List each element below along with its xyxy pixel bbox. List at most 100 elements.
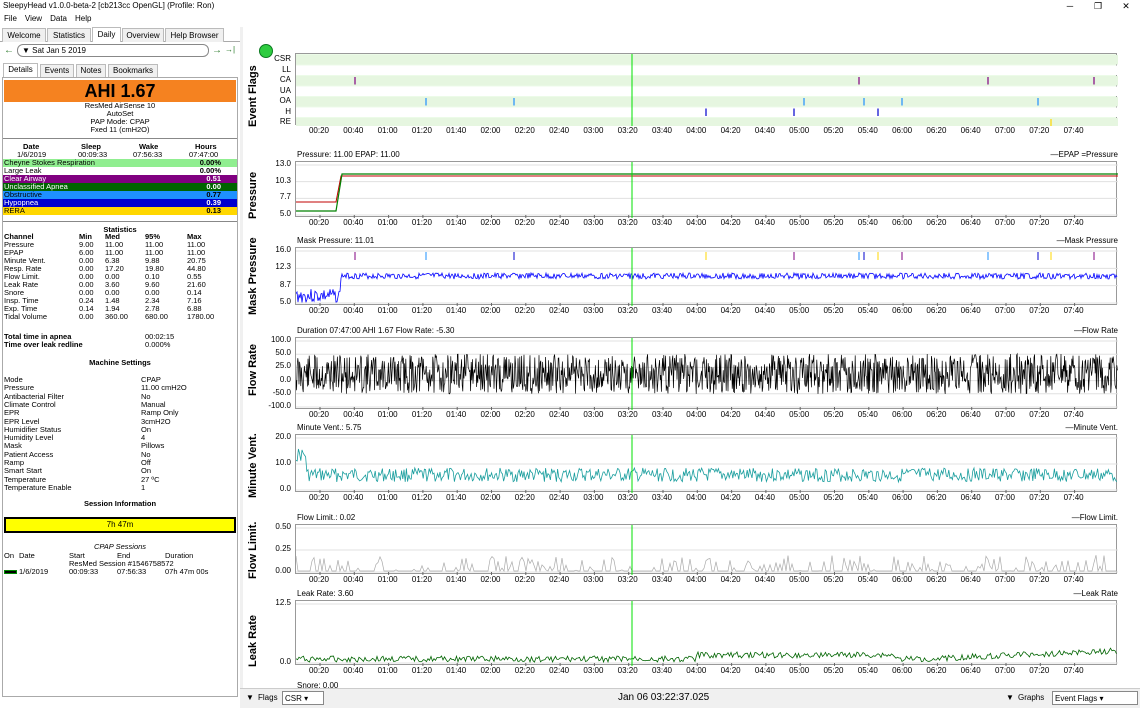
x-tick-label: 01:00 [377, 126, 398, 135]
close-icon[interactable]: ✕ [1122, 1, 1130, 11]
x-tick-label: 03:00 [583, 666, 604, 675]
details-panel[interactable]: AHI 1.67 ResMed AirSense 10 AutoSet PAP … [2, 77, 238, 697]
tab-notes[interactable]: Notes [76, 64, 106, 77]
mask-plot[interactable] [295, 247, 1118, 306]
session-row[interactable]: 1/6/2019 00:09:33 07:56:33 07h 47m 00s [3, 568, 237, 576]
menu-file[interactable]: File [4, 14, 17, 23]
event-row[interactable]: Obstructive 0.77 [3, 191, 237, 199]
machine-setting-row: Mode CPAP [4, 375, 161, 384]
flags-label[interactable]: Flags [258, 693, 278, 702]
jump-last-icon[interactable]: →| [225, 45, 236, 54]
flow-plot[interactable] [295, 337, 1118, 410]
x-tick-label: 06:40 [960, 410, 981, 419]
statistics-row: Flow Limit. 0.00 0.00 0.10 0.55 [4, 272, 202, 281]
flag-row-band [296, 65, 1118, 75]
tab-overview[interactable]: Overview [122, 28, 164, 42]
pressure-caption: Pressure: 11.00 EPAP: 11.00 [297, 150, 400, 159]
pin-icon[interactable] [259, 44, 273, 58]
x-tick-label: 07:20 [1029, 410, 1050, 419]
x-tick-label: 03:00 [583, 126, 604, 135]
x-tick-label: 03:00 [583, 218, 604, 227]
y-tick-label: 10.3 [275, 175, 291, 185]
tab-bookmarks[interactable]: Bookmarks [108, 64, 158, 77]
machine-setting-row: Temperature Enable 1 [4, 482, 146, 492]
x-tick-label: 07:00 [994, 493, 1016, 502]
y-tick-label: 12.3 [275, 262, 291, 272]
mask-graph[interactable]: Mask Pressure Mask Pressure: 11.01 —Mask P… [243, 236, 1140, 321]
event-flags-dropdown[interactable]: Event Flags ▾ [1052, 691, 1138, 705]
x-tick-label: 02:00 [480, 218, 501, 227]
leak-graph-label: Leak Rate [247, 615, 259, 667]
title-bar: SleepyHead v1.0.0-beta-2 [cb213cc OpenGL… [0, 0, 1140, 13]
menu-data[interactable]: Data [50, 14, 67, 23]
pressure-graph[interactable]: Pressure Pressure: 11.00 EPAP: 11.00 —EPAP… [243, 150, 1140, 235]
x-tick-label: 01:20 [411, 306, 432, 315]
x-tick-label: 02:20 [514, 493, 535, 502]
x-tick-label: 03:20 [617, 493, 638, 502]
back-arrow-icon[interactable]: ← [4, 45, 14, 56]
x-tick-label: 02:20 [514, 575, 535, 584]
session-duration-bar[interactable]: 7h 47m [4, 517, 236, 533]
event-flags-graph[interactable]: Event Flags CSR LL CA UA OA H RE 00:20 00:40 01:00… [243, 43, 1140, 135]
leak-caption: Leak Rate: 3.60 [297, 589, 354, 598]
panel-splitter[interactable] [240, 27, 243, 695]
event-row[interactable]: Cheyne Stokes Respiration 0.00% [3, 159, 237, 167]
leak-rate-line [296, 647, 1117, 664]
x-tick-label: 03:20 [617, 126, 638, 135]
tab-welcome[interactable]: Welcome [2, 28, 46, 42]
event-row[interactable]: Clear Airway 0.51 [3, 175, 237, 183]
x-tick-label: 03:00 [583, 493, 604, 502]
minvent-graph[interactable]: Minute Vent. Minute Vent.: 5.75 —Minute Ve… [243, 423, 1140, 508]
x-tick-label: 02:20 [514, 218, 535, 227]
leak-legend: —Leak Rate [1073, 589, 1118, 598]
graphs-toggle-icon[interactable]: ▼ [1006, 693, 1014, 702]
graph-area[interactable]: Event Flags CSR LL CA UA OA H RE 00:20 00:40 01:00… [243, 43, 1140, 688]
x-tick-label: 02:00 [480, 575, 501, 584]
x-tick-label: 00:20 [308, 218, 330, 227]
x-tick-label: 06:20 [926, 493, 947, 502]
x-tick-label: 07:20 [1029, 306, 1050, 315]
x-tick-label: 03:40 [651, 666, 673, 675]
tab-events[interactable]: Events [40, 64, 74, 77]
menu-help[interactable]: Help [75, 14, 92, 23]
event-flags-plot[interactable] [295, 53, 1118, 126]
divider [3, 221, 237, 222]
flowlim-graph[interactable]: Flow Limit. Flow Limit.: 0.02 —Flow Limit.… [243, 513, 1140, 588]
leak-graph[interactable]: Leak Rate Leak Rate: 3.60 —Leak Rate 12.5 0.… [243, 589, 1140, 688]
graphs-label[interactable]: Graphs [1018, 693, 1045, 702]
flag-row-label: UA [279, 85, 291, 95]
csr-dropdown[interactable]: CSR ▾ [282, 691, 324, 705]
x-tick-label: 07:40 [1063, 126, 1084, 135]
session-enabled-toggle[interactable] [4, 570, 17, 574]
maximize-icon[interactable]: ❐ [1093, 1, 1103, 11]
statistics-row: Snore 0.00 0.00 0.00 0.14 [4, 288, 202, 297]
x-tick-label: 01:40 [446, 306, 467, 315]
event-row[interactable]: Large Leak 0.00% [3, 167, 237, 175]
event-row[interactable]: Unclassified Apnea 0.00 [3, 183, 237, 191]
x-tick-label: 05:40 [857, 410, 878, 419]
minimize-icon[interactable]: ─ [1066, 1, 1074, 11]
x-tick-label: 07:40 [1063, 493, 1084, 502]
tab-help-browser[interactable]: Help Browser [165, 28, 224, 42]
x-tick-label: 05:20 [823, 575, 844, 584]
tab-statistics[interactable]: Statistics [47, 28, 91, 42]
menu-view[interactable]: View [24, 14, 43, 23]
tab-details[interactable]: Details [3, 63, 38, 77]
flow-legend: —Flow Rate [1073, 326, 1118, 335]
flowlim-plot[interactable] [295, 524, 1118, 575]
tab-daily[interactable]: Daily [92, 27, 121, 42]
forward-arrow-icon[interactable]: → [212, 45, 222, 56]
x-tick-label: 00:20 [308, 493, 330, 502]
pressure-plot[interactable] [295, 161, 1118, 218]
main-tabs: Welcome Statistics Daily Overview Help B… [0, 27, 240, 42]
flags-toggle-icon[interactable]: ▼ [246, 693, 254, 702]
date-picker[interactable]: ▼ Sat Jan 5 2019 [17, 44, 209, 57]
leak-plot[interactable] [295, 600, 1118, 666]
x-tick-label: 04:20 [720, 666, 741, 675]
event-row[interactable]: Hypopnea 0.39 [3, 199, 237, 207]
x-tick-label: 02:40 [549, 493, 570, 502]
flow-graph[interactable]: Flow Rate Duration 07:47:00 AHI 1.67 Flow… [243, 326, 1140, 422]
event-row[interactable]: RERA 0.13 [3, 207, 237, 215]
flow-graph-label: Flow Rate [247, 344, 259, 396]
minvent-plot[interactable] [295, 434, 1118, 493]
